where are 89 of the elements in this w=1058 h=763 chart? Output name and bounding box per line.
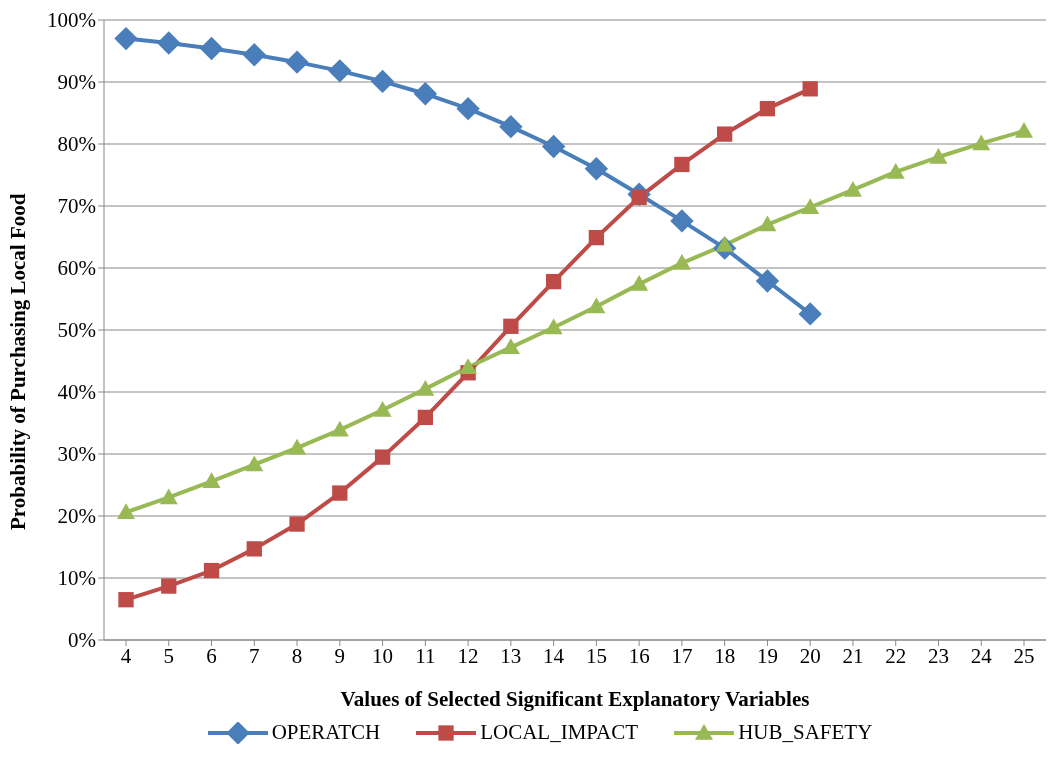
x-tick-label: 25	[1013, 643, 1035, 668]
legend-label: LOCAL_IMPACT	[480, 720, 639, 745]
point	[499, 114, 523, 139]
x-tick-label: 5	[163, 643, 175, 668]
point	[929, 148, 948, 164]
point	[242, 43, 266, 67]
x-tick-label: 8	[291, 643, 303, 668]
point	[288, 438, 307, 455]
x-tick-label: 15	[585, 643, 607, 668]
point	[245, 455, 264, 472]
point	[886, 162, 905, 179]
point	[118, 592, 134, 608]
x-tick-label: 4	[120, 643, 132, 668]
y-tick-label: 50%	[57, 318, 96, 343]
point	[670, 209, 694, 233]
point	[374, 449, 391, 465]
point	[802, 81, 818, 97]
point	[1015, 121, 1033, 138]
y-axis-title: Probability of Purchasing Local Food	[6, 193, 31, 530]
x-tick-label: 22	[885, 643, 907, 668]
point	[330, 420, 349, 437]
y-tick-label: 20%	[57, 504, 96, 529]
x-tick-label: 19	[756, 643, 778, 668]
y-tick-label: 0%	[68, 628, 96, 653]
point	[501, 338, 520, 355]
x-tick-label: 24	[970, 643, 993, 668]
x-tick-label: 13	[500, 643, 522, 668]
point	[114, 26, 138, 51]
point	[456, 96, 480, 121]
x-tick-label: 9	[334, 643, 346, 668]
point	[159, 488, 178, 505]
x-axis-title: Values of Selected Significant Explanatory Variables	[340, 687, 810, 711]
point	[798, 302, 822, 326]
point	[117, 503, 135, 520]
point	[674, 156, 690, 173]
point	[416, 379, 435, 396]
point	[672, 254, 691, 270]
point	[630, 275, 649, 291]
point	[370, 69, 395, 94]
point	[459, 358, 478, 374]
y-tick-label: 40%	[57, 380, 96, 405]
point	[588, 229, 605, 246]
x-tick-label: 10	[372, 643, 394, 668]
point	[759, 101, 776, 117]
x-tick-label: 18	[714, 643, 736, 668]
x-tick-label: 6	[206, 643, 217, 668]
y-tick-label: 90%	[57, 70, 96, 95]
y-tick-label: 60%	[57, 256, 96, 281]
point	[202, 472, 221, 489]
x-tick-label: 20	[799, 643, 821, 668]
point	[413, 82, 438, 106]
point	[332, 485, 348, 501]
point	[417, 409, 433, 426]
x-tick-label: 7	[249, 643, 260, 668]
point	[545, 273, 562, 290]
point	[157, 31, 181, 55]
point	[199, 36, 224, 61]
point	[246, 541, 262, 557]
x-tick-label: 23	[927, 643, 949, 668]
point	[587, 297, 606, 314]
y-tick-label: 10%	[57, 566, 96, 591]
point	[373, 400, 392, 417]
x-tick-label: 17	[671, 643, 693, 668]
point	[972, 134, 991, 151]
legend-label: HUB_SAFETY	[738, 720, 873, 745]
x-tick-label: 21	[842, 643, 864, 668]
point	[289, 516, 305, 532]
point	[843, 180, 862, 197]
x-tick-label: 11	[415, 643, 436, 668]
x-tick-label: 14	[543, 643, 565, 668]
y-tick-label: 100%	[47, 8, 96, 33]
x-tick-label: 16	[628, 643, 650, 668]
point	[285, 50, 309, 74]
point	[755, 269, 780, 293]
point	[503, 318, 519, 334]
point	[203, 562, 220, 579]
point	[161, 578, 177, 594]
point	[544, 318, 563, 335]
point	[328, 59, 352, 83]
y-tick-label: 30%	[57, 442, 96, 467]
y-tick-label: 80%	[57, 132, 96, 157]
point	[717, 126, 733, 142]
y-tick-label: 70%	[57, 194, 96, 219]
point	[758, 215, 777, 232]
legend-label: OPERATCH	[271, 720, 381, 745]
point	[584, 157, 609, 181]
point	[801, 198, 820, 214]
x-tick-label: 12	[457, 643, 479, 668]
point	[541, 134, 566, 159]
